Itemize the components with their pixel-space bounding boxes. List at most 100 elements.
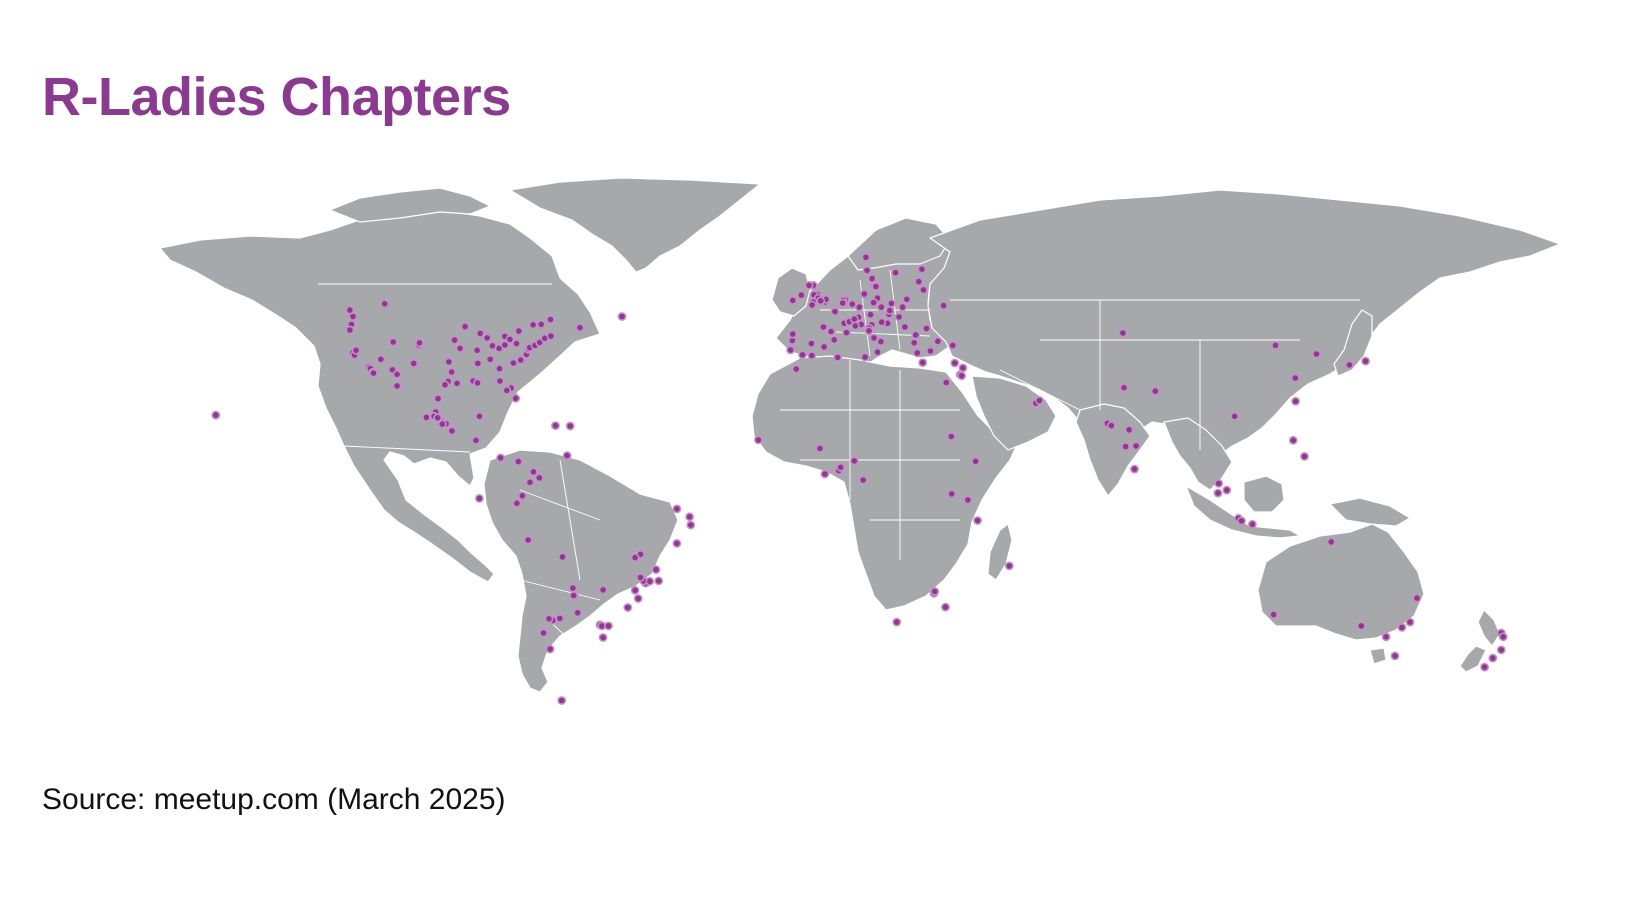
chapter-marker bbox=[1118, 328, 1128, 338]
chapter-marker bbox=[1150, 386, 1160, 396]
chapter-marker bbox=[971, 456, 980, 466]
chapter-marker bbox=[450, 335, 459, 345]
chapter-marker bbox=[1498, 632, 1508, 642]
chapter-marker bbox=[496, 453, 505, 463]
chapter-marker bbox=[345, 305, 355, 315]
chapter-marker bbox=[1390, 651, 1400, 661]
chapter-marker bbox=[482, 333, 492, 343]
land-north-america bbox=[159, 209, 601, 583]
borders-south-america bbox=[519, 459, 601, 641]
chapter-marker bbox=[917, 264, 927, 274]
chapter-marker bbox=[842, 328, 851, 337]
chapter-marker bbox=[523, 535, 533, 545]
chapter-marker bbox=[630, 553, 640, 562]
chapter-marker bbox=[517, 491, 527, 501]
chapter-marker bbox=[1300, 451, 1309, 461]
chapter-marker bbox=[544, 614, 554, 624]
chapter-marker bbox=[947, 489, 957, 499]
chapter-marker bbox=[826, 327, 836, 336]
chapter-marker bbox=[565, 421, 575, 431]
chapter-marker bbox=[873, 347, 882, 357]
chapter-marker bbox=[919, 285, 928, 295]
chapter-marker bbox=[569, 591, 579, 600]
land-tasmania bbox=[1369, 647, 1387, 665]
chapter-marker bbox=[536, 319, 546, 329]
chapter-marker bbox=[447, 367, 456, 377]
chapter-marker bbox=[551, 421, 560, 430]
chapter-marker bbox=[211, 410, 221, 420]
chapter-marker bbox=[930, 586, 940, 596]
chapter-marker bbox=[798, 350, 807, 360]
chapter-marker bbox=[898, 302, 907, 312]
chapter-marker bbox=[539, 628, 548, 638]
chapter-marker bbox=[472, 345, 482, 355]
chapter-marker bbox=[1248, 519, 1257, 529]
chapter-marker bbox=[369, 368, 378, 378]
chapter-marker bbox=[851, 321, 860, 331]
chapter-marker bbox=[950, 358, 960, 368]
chapter-marker bbox=[460, 322, 470, 331]
chapter-marker bbox=[452, 378, 462, 388]
chapter-marker bbox=[345, 325, 355, 335]
chapter-marker bbox=[788, 295, 798, 305]
chapter-marker bbox=[512, 339, 521, 348]
land-greenland bbox=[509, 177, 761, 273]
land-new-zealand bbox=[1459, 609, 1501, 673]
chapter-marker bbox=[630, 585, 640, 595]
chapter-marker bbox=[933, 336, 943, 346]
chapter-marker bbox=[819, 322, 828, 332]
chapter-marker bbox=[867, 274, 877, 283]
chapter-marker bbox=[1269, 610, 1278, 619]
chapter-marker bbox=[909, 338, 919, 348]
borders-asia bbox=[950, 299, 1360, 450]
chapter-marker bbox=[838, 298, 848, 308]
chapter-marker bbox=[1397, 622, 1407, 632]
chapter-marker bbox=[447, 426, 457, 436]
world-map-svg bbox=[159, 177, 1561, 705]
chapter-marker bbox=[876, 302, 886, 312]
chapter-marker bbox=[786, 345, 795, 355]
page-title: R-Ladies Chapters bbox=[42, 67, 511, 127]
chapter-marker bbox=[617, 312, 627, 321]
chapter-marker bbox=[902, 294, 912, 304]
chapter-marker bbox=[1356, 621, 1366, 631]
chapter-marker bbox=[474, 493, 484, 503]
land-arabia bbox=[971, 375, 1057, 451]
chapter-marker bbox=[645, 576, 655, 586]
chapter-marker bbox=[495, 364, 504, 373]
chapter-marker bbox=[791, 364, 801, 374]
chapter-marker bbox=[836, 462, 846, 472]
chapter-marker bbox=[495, 376, 505, 386]
chapter-marker bbox=[558, 552, 567, 562]
chapter-marker bbox=[1222, 485, 1232, 495]
chapter-marker bbox=[891, 268, 900, 277]
chapter-marker bbox=[557, 696, 567, 705]
chapter-marker bbox=[475, 328, 485, 338]
chapter-marker bbox=[1361, 356, 1370, 366]
chapter-marker bbox=[1130, 464, 1139, 474]
chapter-marker bbox=[1288, 435, 1298, 445]
chapter-marker bbox=[862, 266, 872, 275]
chapter-marker bbox=[1312, 349, 1321, 359]
chapter-marker bbox=[1106, 421, 1116, 430]
chapter-marker bbox=[485, 354, 495, 364]
chapter-marker bbox=[876, 337, 886, 346]
chapter-marker bbox=[1405, 617, 1415, 627]
land-british-isles bbox=[771, 267, 811, 317]
chapter-marker bbox=[815, 444, 825, 453]
chapter-marker bbox=[861, 252, 871, 262]
chapter-marker bbox=[877, 317, 887, 327]
chapter-marker bbox=[849, 456, 859, 466]
chapter-marker bbox=[568, 583, 578, 593]
chapter-marker bbox=[1412, 593, 1422, 603]
chapter-marker bbox=[885, 306, 895, 315]
chapter-marker bbox=[511, 393, 521, 403]
chapter-marker bbox=[926, 346, 935, 356]
chapter-marker bbox=[421, 412, 431, 422]
chapter-marker bbox=[514, 326, 524, 336]
chapter-marker bbox=[598, 585, 608, 595]
chapter-marker bbox=[830, 307, 840, 316]
chapter-marker bbox=[529, 467, 538, 477]
chapter-marker bbox=[1004, 561, 1014, 571]
chapter-marker bbox=[1496, 645, 1506, 655]
